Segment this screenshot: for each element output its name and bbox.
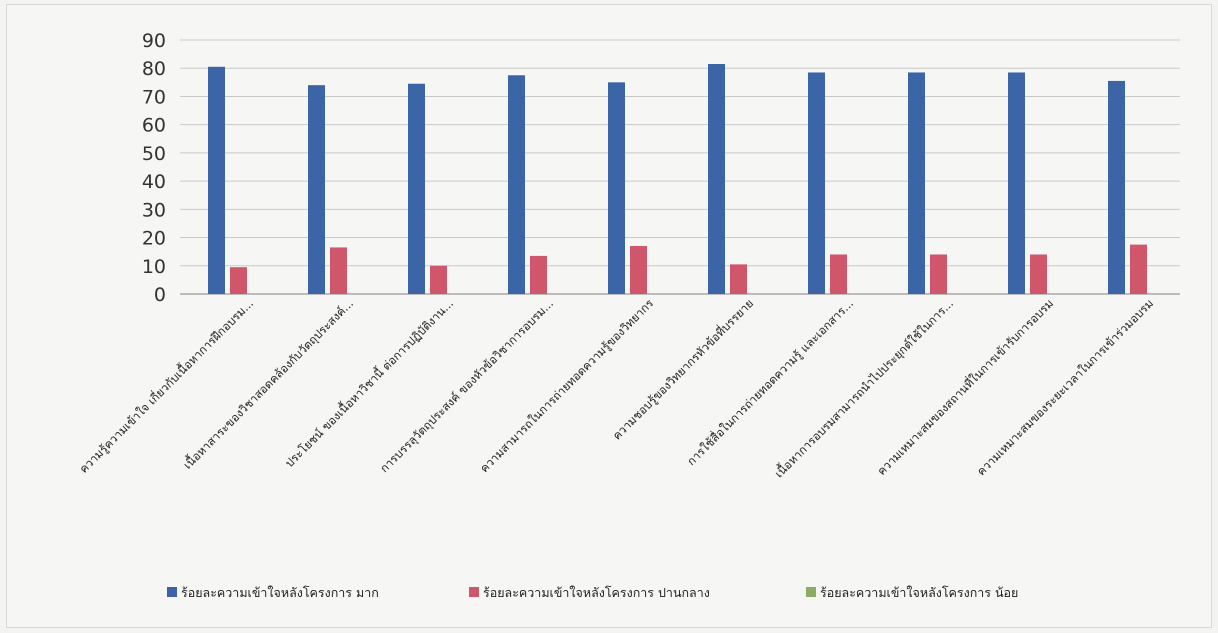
x-category-label: เนื้อหาสาระของวิชาสอดคล้องกับวัตถุประสงค… bbox=[180, 296, 356, 472]
bar bbox=[508, 75, 525, 295]
bar bbox=[930, 254, 947, 294]
y-tick-label: 50 bbox=[142, 143, 166, 165]
y-tick-label: 60 bbox=[142, 115, 166, 137]
x-category-label: ความเหมาะสมของสถานที่ในการเข้ารับการอบรม bbox=[874, 296, 1057, 479]
bar bbox=[730, 264, 747, 294]
bar bbox=[908, 72, 925, 294]
x-category-label: ความรู้ความเข้าใจ เกี่ยวกับเนื้อหาการฝึก… bbox=[76, 296, 256, 476]
bar bbox=[630, 246, 647, 294]
y-tick-label: 40 bbox=[142, 171, 166, 193]
y-tick-label: 90 bbox=[142, 30, 166, 52]
y-tick-label: 70 bbox=[142, 86, 166, 108]
x-category-label: การใช้สื่อในการถ่ายทอดความรู้ และเอกสาร.… bbox=[683, 296, 856, 469]
bar bbox=[1030, 254, 1047, 294]
y-tick-label: 20 bbox=[142, 228, 166, 250]
bars bbox=[208, 63, 1147, 295]
bar bbox=[808, 72, 825, 294]
bar bbox=[208, 66, 225, 294]
x-category-label: ความเหมาะสมของระยะเวลาในการเข้าร่วมอบรม bbox=[974, 296, 1156, 478]
bar bbox=[708, 63, 725, 294]
y-tick-label: 80 bbox=[142, 58, 166, 80]
bar bbox=[530, 255, 547, 294]
x-axis-category-labels: ความรู้ความเข้าใจ เกี่ยวกับเนื้อหาการฝึก… bbox=[76, 296, 1156, 481]
x-category-label: ประโยชน์ ของเนื้อหาวิชานี้ ต่อการปฏิบัติ… bbox=[282, 296, 457, 471]
y-tick-label: 0 bbox=[154, 284, 166, 306]
bar bbox=[1008, 72, 1025, 294]
legend-label: ร้อยละความเข้าใจหลังโครงการ ปานกลาง bbox=[483, 585, 710, 600]
bar bbox=[1130, 244, 1147, 294]
y-tick-label: 30 bbox=[142, 199, 166, 221]
bar bbox=[308, 85, 325, 295]
bar bbox=[230, 267, 247, 294]
bar bbox=[830, 254, 847, 294]
y-tick-label: 10 bbox=[142, 256, 166, 278]
bar bbox=[430, 265, 447, 294]
legend: ร้อยละความเข้าใจหลังโครงการ มาก ร้อยละควา… bbox=[167, 585, 1018, 600]
legend-swatch bbox=[469, 587, 479, 597]
bar bbox=[1108, 80, 1125, 294]
legend-swatch bbox=[806, 587, 816, 597]
x-category-label: ความสามารถในการถ่ายทอดความรู้ของวิทยากร bbox=[477, 296, 656, 475]
x-category-label: เนื้อหาการอบรมสามารถนำไปประยุกต์ใช้ในการ… bbox=[771, 296, 956, 481]
legend-swatch bbox=[167, 587, 177, 597]
legend-label: ร้อยละความเข้าใจหลังโครงการ น้อย bbox=[820, 585, 1018, 600]
bar bbox=[608, 82, 625, 294]
y-axis-tick-labels: 0 10 20 30 40 50 60 70 80 90 bbox=[142, 30, 166, 306]
bar bbox=[408, 83, 425, 294]
x-category-label: การบรรลุวัตถุประสงค์ ของหัวข้อวิชาการอบร… bbox=[377, 296, 556, 475]
bar bbox=[330, 247, 347, 294]
legend-label: ร้อยละความเข้าใจหลังโครงการ มาก bbox=[181, 585, 379, 600]
